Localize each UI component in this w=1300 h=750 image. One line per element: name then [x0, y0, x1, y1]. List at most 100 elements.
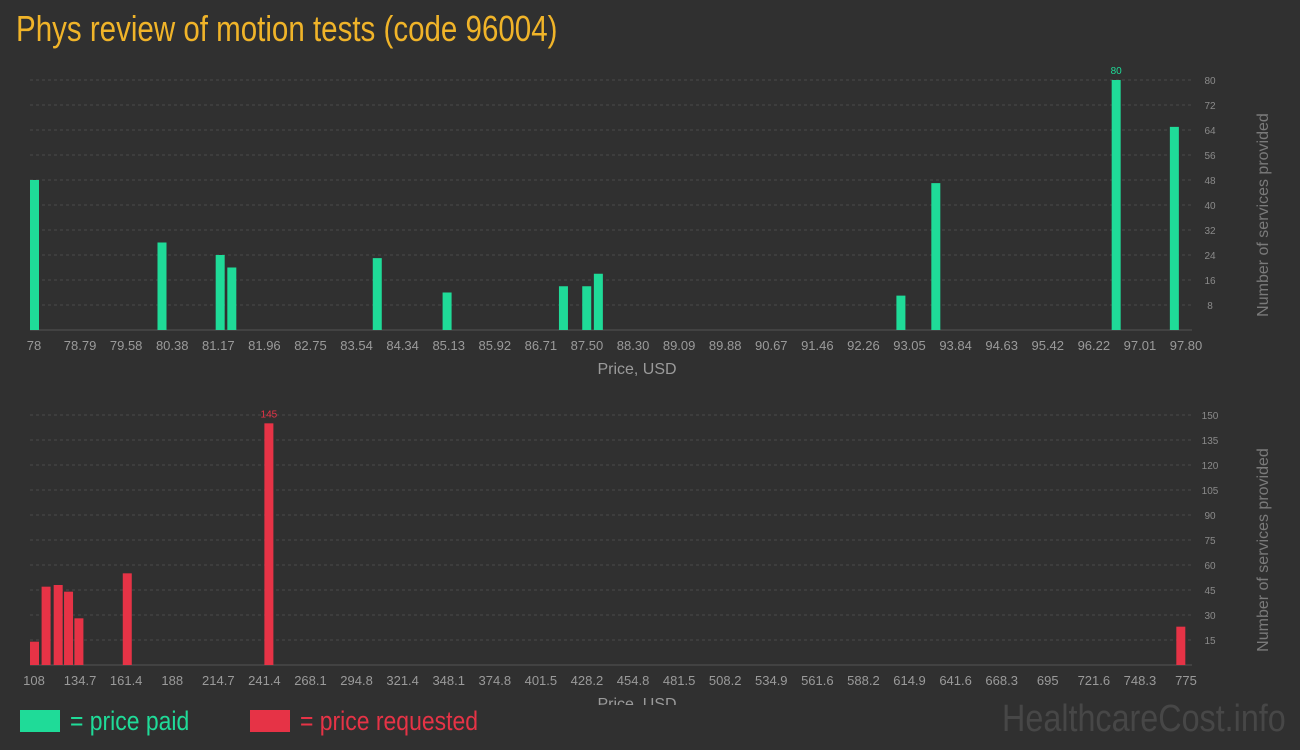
bar [1169, 126, 1179, 330]
bar [53, 585, 63, 665]
bar [157, 242, 167, 330]
y-tick-label: 8 [1207, 301, 1213, 312]
x-tick-label: 89.09 [663, 338, 696, 353]
x-tick-label: 83.54 [340, 338, 373, 353]
x-tick-label: 97.80 [1170, 338, 1203, 353]
y-tick-label: 45 [1204, 586, 1216, 597]
x-tick-label: 86.71 [525, 338, 558, 353]
x-tick-label: 96.22 [1078, 338, 1111, 353]
y-tick-label: 135 [1202, 436, 1219, 447]
x-tick-label: 95.42 [1031, 338, 1064, 353]
watermark: HealthcareCost.info [1002, 698, 1286, 740]
x-tick-label: 87.50 [571, 338, 604, 353]
y-axis-label: Number of services provided [1255, 113, 1272, 317]
x-tick-label: 481.5 [663, 673, 696, 688]
x-tick-label: 508.2 [709, 673, 742, 688]
x-tick-label: 214.7 [202, 673, 235, 688]
x-tick-label: 92.26 [847, 338, 880, 353]
x-tick-label: 91.46 [801, 338, 834, 353]
bar [227, 267, 237, 330]
x-tick-label: 85.92 [479, 338, 512, 353]
x-tick-label: 775 [1175, 673, 1197, 688]
legend-requested: = price requested [250, 704, 509, 738]
x-tick-label: 401.5 [525, 673, 558, 688]
bar [1176, 626, 1186, 665]
y-tick-label: 75 [1204, 536, 1216, 547]
y-tick-label: 32 [1204, 226, 1216, 237]
legend-requested-swatch [250, 710, 290, 732]
page-title: Phys review of motion tests (code 96004) [16, 8, 558, 49]
bar [558, 286, 568, 330]
x-tick-label: 84.34 [386, 338, 419, 353]
x-tick-label: 454.8 [617, 673, 650, 688]
y-tick-label: 90 [1204, 511, 1216, 522]
x-tick-label: 82.75 [294, 338, 327, 353]
bar [122, 573, 132, 665]
x-tick-label: 614.9 [893, 673, 926, 688]
x-tick-label: 161.4 [110, 673, 143, 688]
legend-paid: = price paid [20, 704, 210, 738]
x-tick-label: 79.58 [110, 338, 143, 353]
bar [74, 618, 84, 665]
x-tick-label: 90.67 [755, 338, 788, 353]
y-tick-label: 40 [1204, 201, 1216, 212]
x-tick-label: 588.2 [847, 673, 880, 688]
x-tick-label: 294.8 [340, 673, 373, 688]
y-tick-label: 150 [1202, 411, 1219, 422]
x-tick-label: 93.84 [939, 338, 972, 353]
x-tick-label: 88.30 [617, 338, 650, 353]
bar [442, 292, 452, 330]
bar [264, 423, 274, 665]
x-tick-label: 81.17 [202, 338, 235, 353]
y-tick-label: 24 [1204, 251, 1216, 262]
x-tick-label: 94.63 [985, 338, 1018, 353]
bar [30, 180, 39, 330]
x-axis-label: Price, USD [597, 696, 676, 705]
x-tick-label: 81.96 [248, 338, 281, 353]
x-tick-label: 78 [27, 338, 41, 353]
max-value-label: 145 [261, 409, 278, 420]
max-value-label: 80 [1111, 66, 1123, 77]
y-tick-label: 80 [1204, 76, 1216, 87]
x-tick-label: 348.1 [432, 673, 465, 688]
x-tick-label: 85.13 [432, 338, 465, 353]
x-tick-label: 108 [23, 673, 45, 688]
bar [41, 586, 51, 665]
x-tick-label: 668.3 [985, 673, 1018, 688]
y-tick-label: 64 [1204, 126, 1216, 137]
x-tick-label: 321.4 [386, 673, 419, 688]
y-axis-label: Number of services provided [1255, 448, 1272, 652]
price-requested-chart: 15 30 45 60 75 90 105 120 135 150 108 134.7 161.4 188… [23, 409, 1272, 705]
x-tick-label: 78.79 [64, 338, 97, 353]
bar [896, 295, 906, 330]
legend-requested-label: = price requested [300, 705, 478, 736]
legend-paid-swatch [20, 710, 60, 732]
x-tick-label: 268.1 [294, 673, 327, 688]
y-tick-label: 48 [1204, 176, 1216, 187]
x-tick-label: 561.6 [801, 673, 834, 688]
y-tick-label: 120 [1202, 461, 1219, 472]
y-tick-label: 56 [1204, 151, 1216, 162]
bar [30, 641, 39, 665]
x-tick-label: 428.2 [571, 673, 604, 688]
y-tick-label: 105 [1202, 486, 1219, 497]
y-tick-label: 60 [1204, 561, 1216, 572]
x-tick-label: 695 [1037, 673, 1059, 688]
x-tick-label: 641.6 [939, 673, 972, 688]
legend-paid-label: = price paid [70, 705, 190, 736]
x-tick-label: 89.88 [709, 338, 742, 353]
x-tick-label: 748.3 [1124, 673, 1157, 688]
bar [372, 258, 382, 330]
x-axis-label: Price, USD [597, 361, 676, 378]
y-tick-label: 16 [1204, 276, 1216, 287]
price-paid-chart: 8 16 24 32 40 48 56 64 72 80 78 78.79 79.58 80.38 81.1… [27, 66, 1272, 378]
x-tick-label: 241.4 [248, 673, 281, 688]
x-tick-label: 134.7 [64, 673, 97, 688]
x-tick-label: 188 [161, 673, 183, 688]
x-tick-label: 374.8 [479, 673, 512, 688]
bar [215, 255, 225, 330]
y-tick-label: 15 [1204, 636, 1216, 647]
x-tick-label: 97.01 [1124, 338, 1157, 353]
bar [582, 286, 592, 330]
bar [64, 591, 74, 665]
